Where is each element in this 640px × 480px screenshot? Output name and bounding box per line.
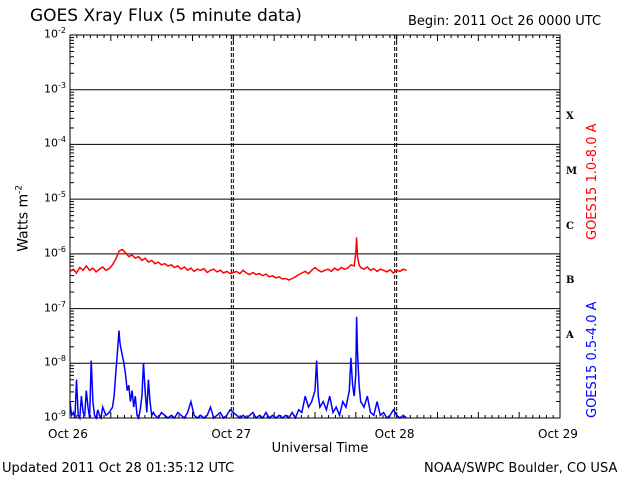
y-tick-base: 10 — [44, 355, 59, 369]
x-tick-label: Oct 28 — [374, 427, 415, 441]
y-tick-exponent: -5 — [58, 190, 66, 200]
chart-title: GOES Xray Flux (5 minute data) — [30, 6, 302, 26]
credit-label: NOAA/SWPC Boulder, CO USA — [424, 461, 618, 476]
y-tick-exponent: -8 — [58, 354, 66, 364]
series-line-short — [69, 316, 407, 421]
series-line-long — [69, 237, 407, 281]
y-tick-exponent: -9 — [58, 409, 66, 418]
y-tick-label: 10-7 — [26, 300, 66, 315]
y-tick-label: 10-6 — [26, 245, 66, 260]
series-layer — [69, 237, 407, 421]
y-tick-exponent: -7 — [58, 299, 66, 309]
x-axis-label: Universal Time — [271, 441, 369, 456]
y-tick-base: 10 — [44, 246, 59, 260]
y-tick-exponent: -6 — [58, 244, 66, 254]
x-tick-label: Oct 26 — [48, 427, 88, 441]
plot-frame — [69, 34, 561, 419]
flare-class-label: X — [566, 111, 574, 123]
begin-time-label: Begin: 2011 Oct 26 0000 UTC — [408, 14, 602, 29]
y-tick-base: 10 — [44, 82, 59, 96]
updated-timestamp: Updated 2011 Oct 28 01:35:12 UTC — [2, 461, 235, 476]
y-tick-label: 10-2 — [26, 26, 66, 41]
y-tick-exponent: -4 — [58, 135, 66, 145]
grid-layer — [69, 34, 561, 419]
y-tick-label: 10-3 — [26, 81, 66, 96]
x-tick-label: Oct 27 — [211, 427, 252, 441]
flare-class-label: M — [566, 165, 578, 177]
y-tick-base: 10 — [44, 27, 59, 41]
y-tick-label: 10-8 — [26, 354, 66, 369]
y-tick-label: 10-9 — [26, 409, 66, 424]
y-tick-base: 10 — [44, 137, 59, 151]
flare-class-label: A — [566, 329, 574, 341]
flare-class-label: B — [566, 275, 575, 287]
y-tick-label: 10-4 — [26, 135, 66, 150]
y-tick-label: 10-5 — [26, 190, 66, 205]
y-tick-exponent: -3 — [58, 80, 66, 90]
y-tick-base: 10 — [44, 301, 59, 315]
legend-long-channel: GOES15 1.0-8.0 A — [585, 123, 600, 240]
x-tick-label: Oct 29 — [538, 427, 578, 441]
flare-class-label: C — [566, 220, 574, 232]
y-tick-exponent: -2 — [58, 26, 66, 35]
y-tick-base: 10 — [44, 191, 59, 205]
legend-short-channel: GOES15 0.5-4.0 A — [585, 301, 600, 418]
y-tick-base: 10 — [44, 410, 59, 424]
